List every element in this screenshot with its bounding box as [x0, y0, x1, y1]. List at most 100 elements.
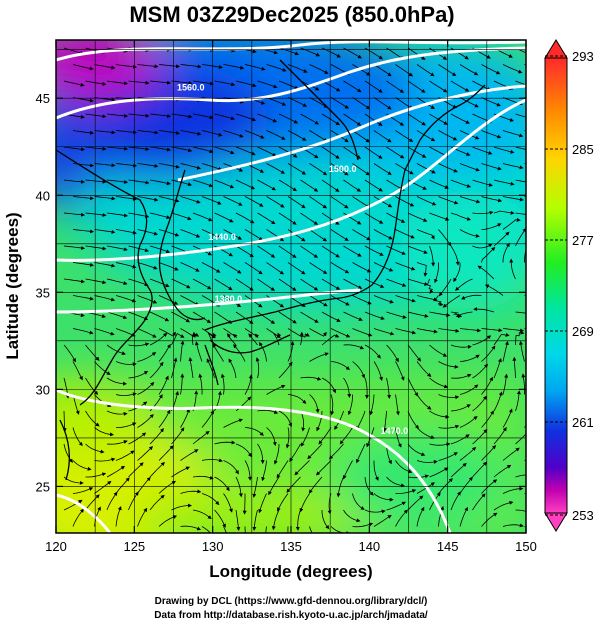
streamline: [149, 494, 165, 511]
streamline: [481, 196, 503, 203]
streamline: [271, 509, 280, 531]
streamline: [502, 196, 524, 202]
streamline: [373, 262, 394, 272]
streamline: [273, 443, 280, 465]
streamline: [63, 278, 85, 284]
streamline: [336, 476, 344, 498]
streamline: [85, 494, 100, 511]
streamline: [450, 344, 472, 349]
streamline: [214, 179, 235, 189]
credit-data: Data from http://database.rish.kyoto-u.a…: [154, 610, 428, 621]
streamline: [192, 475, 214, 480]
streamline: [257, 245, 276, 258]
streamline: [278, 212, 297, 225]
streamline: [386, 278, 407, 287]
streamline: [180, 163, 202, 170]
streamline: [481, 376, 493, 395]
streamline: [459, 229, 480, 238]
streamline: [192, 80, 214, 86]
streamline: [180, 229, 201, 238]
streamline: [330, 229, 349, 241]
streamline: [453, 262, 461, 283]
streamline: [255, 357, 260, 379]
streamline: [459, 506, 468, 527]
streamline: [416, 97, 435, 109]
streamline: [171, 113, 193, 119]
streamline: [278, 113, 299, 124]
streamline: [278, 245, 297, 258]
streamline: [257, 212, 276, 225]
streamline: [395, 427, 402, 448]
streamline: [62, 410, 67, 433]
streamline: [502, 408, 513, 428]
streamline: [386, 311, 407, 319]
streamline: [299, 493, 310, 513]
streamline: [364, 509, 386, 514]
streamline: [364, 113, 383, 126]
streamline: [330, 394, 335, 416]
streamline: [106, 465, 126, 478]
streamline: [223, 196, 243, 206]
streamline: [321, 47, 341, 58]
streamline: [235, 443, 252, 458]
streamline: [481, 64, 501, 75]
streamline: [524, 130, 526, 132]
x-tick-label: 120: [45, 539, 67, 554]
streamline: [180, 340, 185, 362]
streamline: [355, 443, 366, 464]
streamline: [300, 311, 319, 323]
streamline: [339, 427, 353, 445]
streamline: [115, 229, 137, 235]
streamline: [481, 130, 502, 139]
streamline: [158, 328, 176, 337]
streamline: [429, 80, 448, 93]
streamline: [343, 179, 362, 192]
streamline: [252, 509, 258, 531]
streamline: [343, 311, 363, 321]
streamline: [278, 47, 300, 56]
streamline: [524, 229, 526, 231]
streamline: [395, 328, 417, 335]
streamline: [106, 440, 128, 445]
streamline: [128, 245, 150, 253]
streamline: [416, 196, 437, 206]
streamline: [235, 396, 252, 412]
colorbar-tick-label: 261: [572, 415, 594, 430]
streamline: [433, 295, 444, 307]
streamline: [300, 278, 319, 291]
streamline: [214, 440, 236, 445]
streamline: [149, 361, 164, 379]
streamline: [180, 295, 200, 306]
streamline: [266, 262, 285, 275]
streamline: [416, 361, 432, 378]
streamline: [171, 311, 190, 323]
streamline: [244, 526, 246, 533]
streamline: [106, 212, 128, 218]
streamline: [180, 449, 199, 461]
streamline: [318, 427, 332, 445]
streamline: [266, 97, 287, 106]
streamline: [515, 390, 521, 412]
streamline: [352, 361, 366, 379]
streamline: [223, 493, 233, 513]
streamline: [308, 476, 323, 494]
streamline: [115, 295, 137, 303]
streamline: [201, 526, 212, 533]
streamline: [509, 258, 516, 280]
streamline: [257, 80, 278, 89]
streamline: [364, 212, 384, 224]
streamline: [438, 130, 458, 141]
streamline: [459, 196, 481, 204]
streamline: [407, 410, 419, 430]
streamline: [438, 229, 452, 247]
streamline: [266, 64, 287, 72]
colorbar-bar: [544, 57, 568, 514]
streamline: [235, 80, 257, 88]
streamline: [63, 80, 85, 87]
streamline: [158, 229, 180, 237]
streamline: [329, 443, 344, 460]
streamline: [201, 458, 223, 463]
streamline: [524, 97, 526, 99]
streamline: [334, 410, 344, 431]
streamline: [502, 373, 509, 395]
